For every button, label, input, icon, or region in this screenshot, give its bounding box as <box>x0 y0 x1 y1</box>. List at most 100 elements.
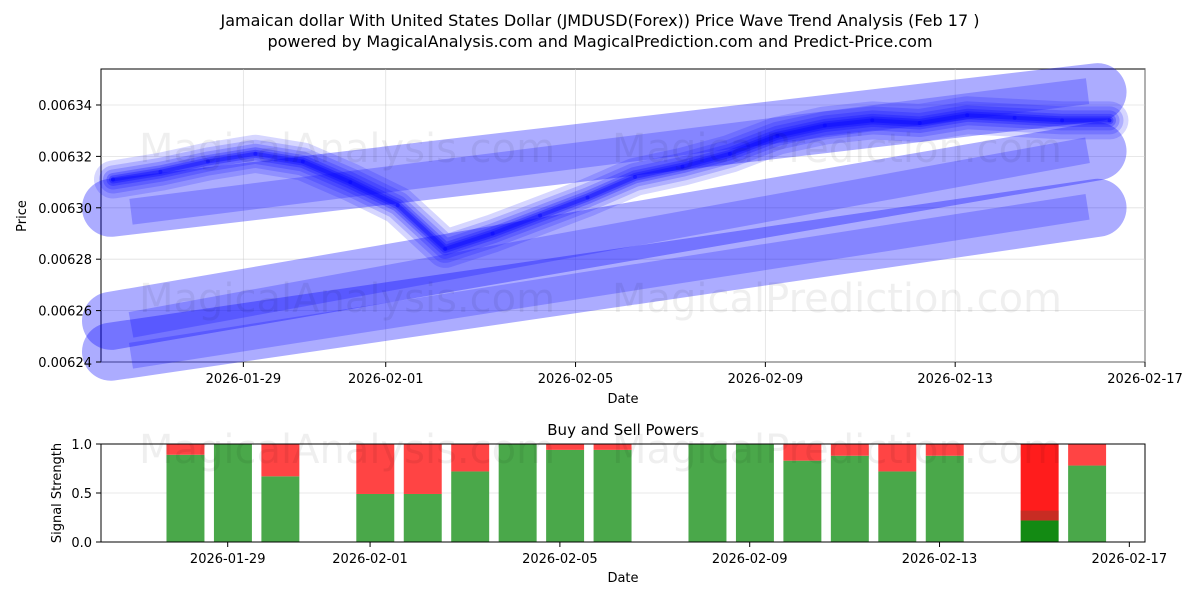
sell-power-bar <box>830 444 869 456</box>
price-x-tick-label: 2026-01-29 <box>206 372 282 387</box>
price-wave-point <box>1060 118 1065 123</box>
watermark-analysis-top-upper: MagicalAnalysis.com <box>139 126 555 172</box>
buy-power-bar <box>925 455 964 542</box>
price-wave-point <box>443 246 448 251</box>
price-wave-layer-3 <box>103 105 1120 259</box>
power-y-tick-label: 0.0 <box>71 536 92 551</box>
power-y-axis-label: Signal Strength <box>50 443 65 543</box>
trend-band-core-1 <box>129 78 1090 225</box>
price-x-tick-label: 2026-02-01 <box>348 372 424 387</box>
trend-band-core-3 <box>129 193 1090 369</box>
buy-power-bar <box>261 476 300 542</box>
power-x-tick-label: 2026-02-05 <box>522 552 598 567</box>
price-wave-layer-2 <box>99 101 1124 263</box>
sell-power-bar <box>546 444 585 450</box>
buy-power-bar <box>546 449 585 542</box>
buy-power-bar <box>593 449 632 542</box>
price-x-tick-label: 2026-02-13 <box>917 372 993 387</box>
price-wave-point <box>965 113 970 118</box>
sell-power-bar <box>166 444 205 455</box>
watermark-prediction-bottom: MagicalPrediction.com <box>612 427 1062 473</box>
power-x-tick-label: 2026-02-17 <box>1092 552 1168 567</box>
power-x-tick-label: 2026-02-01 <box>332 552 408 567</box>
price-y-tick-label: 0.00630 <box>38 202 92 217</box>
trend-band-2 <box>82 122 1127 350</box>
sell-power-bar <box>783 444 822 461</box>
price-wave-layer-4 <box>106 108 1116 256</box>
watermark-analysis-bottom: MagicalAnalysis.com <box>139 427 555 473</box>
price-wave-point <box>870 118 875 123</box>
trend-band-1 <box>82 63 1127 237</box>
watermark-prediction-top-upper: MagicalPrediction.com <box>612 126 1062 172</box>
price-y-tick-label: 0.00634 <box>38 99 92 114</box>
power-y-tick-label: 0.5 <box>71 487 92 502</box>
price-plot-frame <box>100 68 1146 363</box>
power-blend-band <box>1020 510 1059 521</box>
price-wave-point <box>1012 115 1017 120</box>
price-x-axis-label: Date <box>607 392 638 407</box>
price-wave-point <box>253 151 258 156</box>
price-y-tick-label: 0.00632 <box>38 150 92 165</box>
buy-power-bar <box>166 454 205 542</box>
sell-power-bar <box>878 444 917 472</box>
price-x-tick-label: 2026-02-17 <box>1107 372 1183 387</box>
price-x-tick-label: 2026-02-05 <box>538 372 614 387</box>
price-wave-point <box>775 133 780 138</box>
sell-power-bar <box>593 444 632 450</box>
price-wave-point <box>822 123 827 128</box>
price-wave-point <box>205 159 210 164</box>
price-wave-point <box>490 231 495 236</box>
price-wave-layer-6 <box>111 113 1112 251</box>
sell-power-bar <box>1068 444 1107 466</box>
buy-power-bar <box>356 493 395 542</box>
price-y-axis-label: Price <box>15 200 30 232</box>
price-y-tick-label: 0.00628 <box>38 253 92 268</box>
price-x-tick-label: 2026-02-09 <box>728 372 804 387</box>
price-wave-point <box>158 169 163 174</box>
price-wave-point <box>727 151 732 156</box>
price-wave-point <box>348 180 353 185</box>
price-wave-point <box>633 174 637 179</box>
power-x-axis-label: Date <box>607 571 638 586</box>
sell-power-bar <box>261 444 300 477</box>
price-wave-point <box>680 164 685 169</box>
price-wave-point <box>300 159 305 164</box>
power-x-tick-label: 2026-01-29 <box>190 552 266 567</box>
power-y-tick-label: 1.0 <box>71 438 92 453</box>
buy-power-bar <box>498 444 537 542</box>
buy-power-bar <box>213 444 252 542</box>
price-wave-point <box>538 213 543 218</box>
price-y-tick-label: 0.00624 <box>38 356 92 371</box>
buy-power-bar <box>451 471 490 542</box>
buy-power-bar <box>878 471 917 542</box>
buy-power-bar <box>830 455 869 542</box>
sell-power-bar <box>403 444 442 494</box>
sell-power-bar <box>356 444 395 494</box>
buy-power-bar <box>1020 520 1059 542</box>
watermark-prediction-top-lower: MagicalPrediction.com <box>612 276 1062 322</box>
price-wave-chart: MagicalAnalysis.com MagicalPrediction.co… <box>15 63 1183 407</box>
buy-power-bar <box>783 460 822 542</box>
buy-power-bar <box>688 444 727 542</box>
trend-band-core-2 <box>128 137 1090 338</box>
sell-power-bar <box>925 444 964 456</box>
buy-power-bar <box>1068 465 1107 542</box>
sell-power-bar <box>451 444 490 472</box>
power-x-tick-label: 2026-02-09 <box>712 552 788 567</box>
price-wave-layer-5 <box>109 111 1114 253</box>
power-x-tick-label: 2026-02-13 <box>902 552 978 567</box>
buy-sell-power-chart: Buy and Sell Powers MagicalAnalysis.com … <box>50 421 1167 586</box>
sell-power-bar <box>1020 444 1059 521</box>
buy-power-bar <box>403 493 442 542</box>
chart-title-line2: powered by MagicalAnalysis.com and Magic… <box>267 32 932 51</box>
price-wave-point <box>1107 118 1112 123</box>
chart-title-line1: Jamaican dollar With United States Dolla… <box>220 11 980 30</box>
price-y-tick-label: 0.00626 <box>38 305 92 320</box>
price-wave-layer-1 <box>94 96 1129 268</box>
buy-power-bar <box>735 444 774 542</box>
watermark-analysis-top-lower: MagicalAnalysis.com <box>139 276 555 322</box>
trend-band-3 <box>82 178 1127 381</box>
buy-sell-chart-title: Buy and Sell Powers <box>547 421 699 439</box>
price-wave-point <box>585 195 590 200</box>
